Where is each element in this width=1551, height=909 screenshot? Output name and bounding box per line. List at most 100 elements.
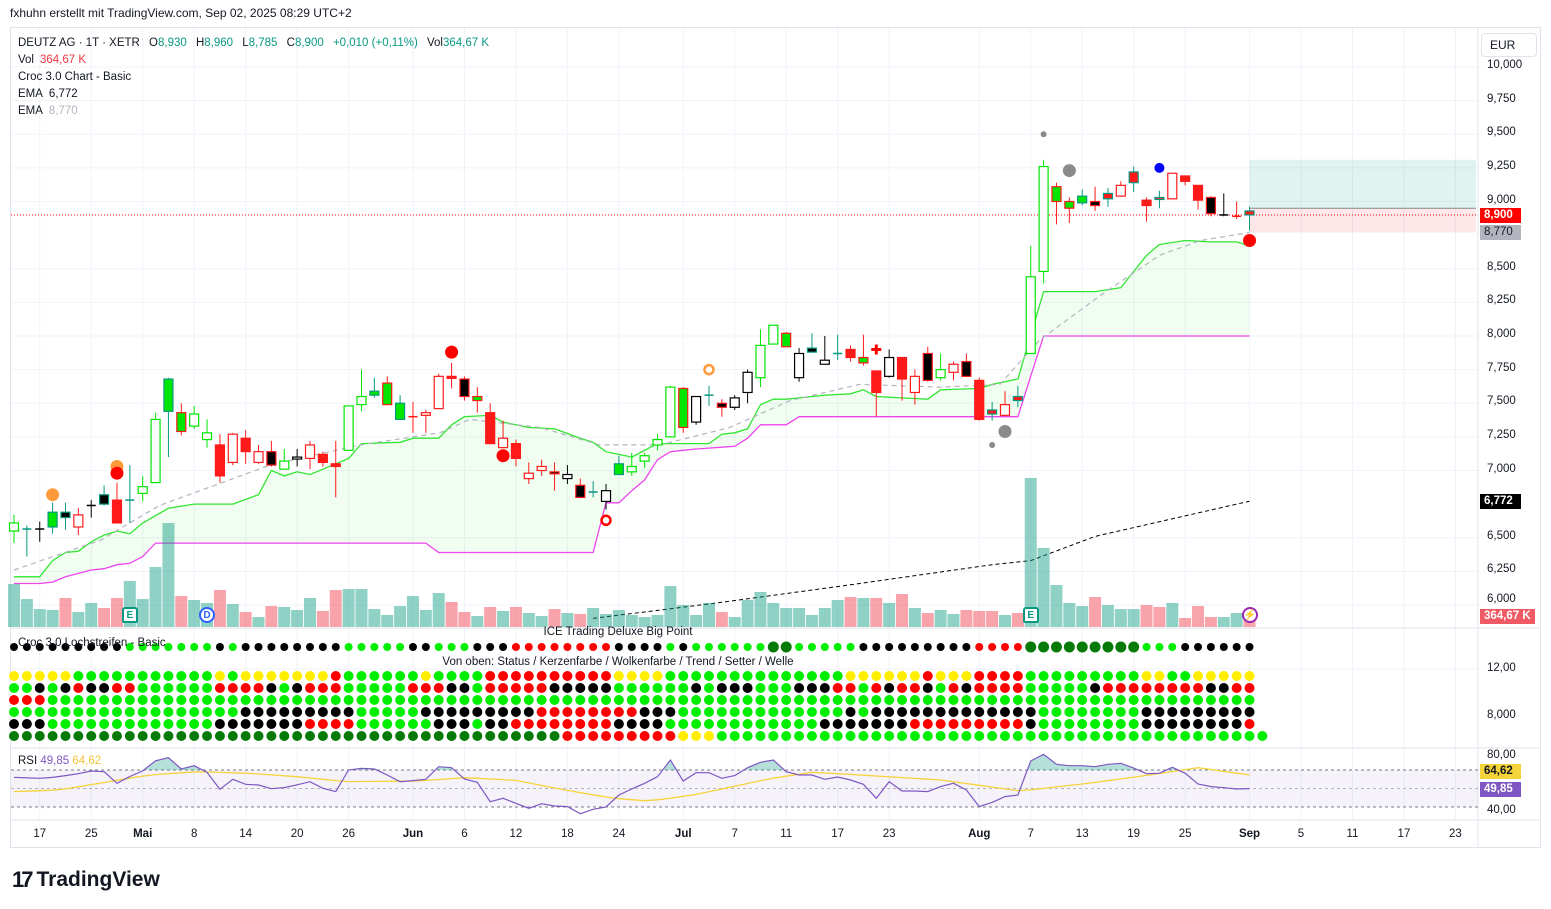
status-dot [691,719,702,729]
legend-ohlc-row[interactable]: DEUTZ AG · 1T · XETR O8,930 H8,960 L8,78… [18,35,489,52]
rsi-legend[interactable]: RSI 49,85 64,62 [18,755,101,767]
big-point-dot [756,643,765,651]
status-dot [935,719,946,729]
status-dot [369,707,380,717]
dot-pane-title[interactable]: Croc 3.0 Lochstreifen - Basic [18,637,166,649]
signal-plus-marker [871,344,882,355]
status-dot [575,683,586,693]
status-dot [369,683,380,693]
status-dot [536,731,547,741]
legend-indicator-row[interactable]: Croc 3.0 Chart - Basic [18,69,489,86]
event-badge-l[interactable]: ⚡ [1241,607,1258,623]
legend-ema2-row[interactable]: EMA 8,770 [18,103,489,120]
status-dot [472,707,483,717]
status-dot [420,683,431,693]
big-point-dot [447,643,456,651]
status-dot [1244,719,1255,729]
status-dot [639,707,650,717]
status-dot [897,707,908,717]
status-dot [485,671,496,681]
tradingview-logo[interactable]: 17 TradingView [12,867,160,893]
big-point-dot [215,643,224,651]
close-label: C [286,37,295,49]
status-dot [652,683,663,693]
status-dot [961,671,972,681]
status-dot [601,695,612,705]
time-axis-label: Sep [1238,828,1261,840]
status-dot [202,695,213,705]
candle-body [343,405,354,451]
status-dot [485,719,496,729]
symbol-name[interactable]: DEUTZ AG · 1T · XETR [18,37,140,49]
event-badge-d[interactable]: D [199,607,216,623]
status-dot [99,731,110,741]
status-dot [575,719,586,729]
status-dot [73,671,84,681]
candle-body [1205,196,1217,215]
big-point-dot [421,643,430,651]
status-dot [755,695,766,705]
status-dot [536,707,547,717]
status-dot [1141,683,1152,693]
status-dot [729,683,740,693]
candle-body [60,511,71,519]
status-dot [845,719,856,729]
status-dot [150,695,161,705]
event-badge-e[interactable]: E [121,607,138,623]
status-dot [317,719,328,729]
legend-volume-row[interactable]: Vol 364,67 K [18,52,489,69]
low-label: L [242,37,249,49]
event-badge-e[interactable]: E [1022,607,1039,623]
status-dot [176,683,187,693]
status-dot [601,683,612,693]
status-dot [163,683,174,693]
big-point-dot [780,641,792,653]
big-point-dot [1076,641,1088,653]
big-point-dot [1063,641,1075,653]
volume-bar [406,596,419,627]
status-dot [356,683,367,693]
status-dot [1205,731,1216,741]
status-dot [510,671,521,681]
time-axis-label: 11 [1346,828,1359,840]
status-dot [433,695,444,705]
status-dot [1077,683,1088,693]
big-point-dot [962,643,971,651]
status-dot [240,683,251,693]
status-dot [498,683,509,693]
ema2-value: 8,770 [48,105,78,117]
big-point-dot [988,643,997,651]
volume-bar [484,607,497,627]
status-dot [1115,719,1126,729]
status-dot [729,707,740,717]
status-dot [240,671,251,681]
status-dot [111,707,122,717]
status-dot [498,671,509,681]
status-dot [266,695,277,705]
status-dot [897,671,908,681]
legend-ema1-row[interactable]: EMA 6,772 [18,86,489,103]
currency-button[interactable]: EUR [1481,33,1537,57]
candle-body [1064,200,1075,209]
big-point-dot [910,643,919,651]
status-dot [124,683,135,693]
volume-bar [1166,603,1179,627]
status-dot [1244,695,1255,705]
status-dot [137,731,148,741]
volume-bar [1153,607,1166,627]
time-axis-label: 7 [731,828,738,840]
big-point-dot [679,643,688,651]
time-axis-label: 6 [461,828,468,840]
big-point-dot [1155,643,1164,651]
ema2-label: EMA [18,105,43,117]
status-dot [832,731,843,741]
candle-body [909,375,921,394]
status-dot [897,695,908,705]
status-dot [407,719,418,729]
status-dot [1115,683,1126,693]
big-point-dot [1245,643,1254,651]
status-dot [922,671,933,681]
candle-body [729,397,740,408]
status-dot [626,695,637,705]
